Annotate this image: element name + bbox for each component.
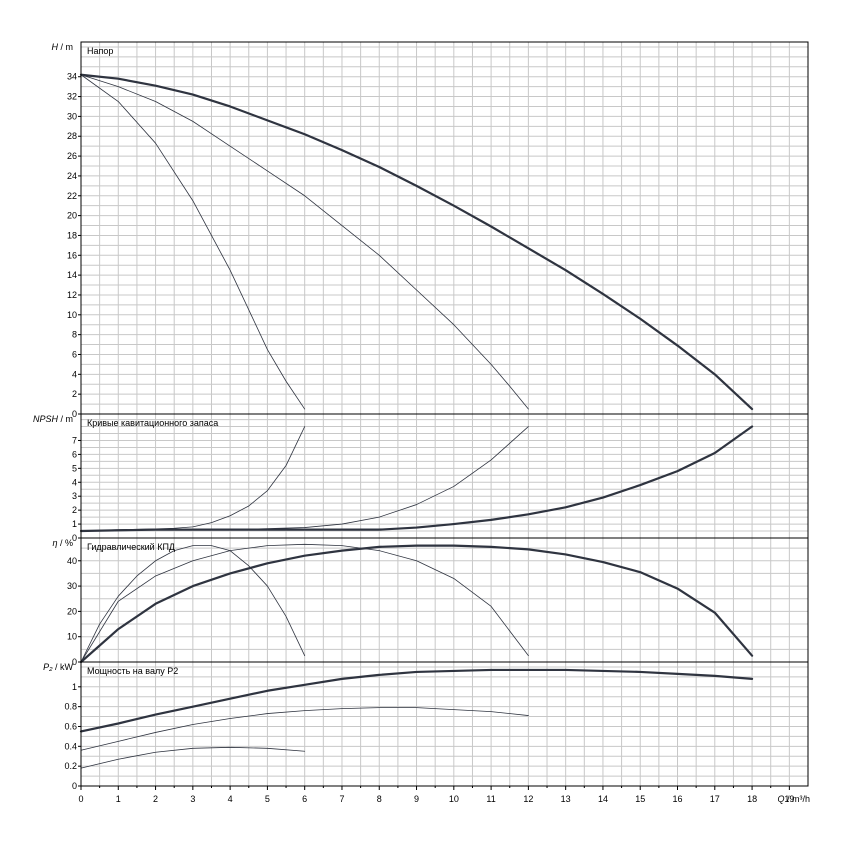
npsh-y-tick-label: 6 (72, 449, 77, 459)
x-tick-label: 12 (523, 794, 533, 804)
head-y-tick-label: 12 (67, 290, 77, 300)
power-y-tick-label: 0 (72, 781, 77, 791)
head-y-tick-label: 28 (67, 131, 77, 141)
x-axis-symbol: Q (777, 794, 784, 804)
npsh-y-axis-label: NPSH / m (33, 414, 73, 424)
x-axis-label: Q / m³/h (777, 794, 810, 804)
x-tick-label: 0 (78, 794, 83, 804)
npsh-y-axis-symbol: NPSH (33, 414, 59, 424)
head-y-tick-label: 4 (72, 369, 77, 379)
x-tick-label: 9 (414, 794, 419, 804)
head-y-axis-symbol: H (52, 42, 59, 52)
x-axis-unit: / m³/h (784, 794, 810, 804)
efficiency-y-tick-label: 10 (67, 632, 77, 642)
head-y-tick-label: 2 (72, 389, 77, 399)
power-y-tick-label: 0.6 (64, 721, 77, 731)
efficiency-y-tick-label: 0 (72, 657, 77, 667)
efficiency-y-tick-label: 30 (67, 581, 77, 591)
head-curve-2 (80, 74, 529, 410)
x-tick-label: 10 (449, 794, 459, 804)
head-y-tick-label: 6 (72, 349, 77, 359)
x-tick-label: 6 (302, 794, 307, 804)
npsh-panel-title: Кривые кавитационного запаса (87, 418, 218, 428)
x-tick-label: 7 (339, 794, 344, 804)
head-y-tick-label: 24 (67, 171, 77, 181)
head-y-tick-label: 34 (67, 72, 77, 82)
head-y-tick-label: 20 (67, 211, 77, 221)
power-y-axis-unit: / kW (53, 662, 74, 672)
x-tick-label: 13 (561, 794, 571, 804)
npsh-y-tick-label: 2 (72, 505, 77, 515)
x-tick-label: 14 (598, 794, 608, 804)
efficiency-panel-title: Гидравлический КПД (87, 542, 175, 552)
x-tick-label: 18 (747, 794, 757, 804)
head-y-tick-label: 32 (67, 92, 77, 102)
efficiency-y-axis-label: η / % (52, 538, 73, 548)
npsh-y-tick-label: 7 (72, 435, 77, 445)
x-tick-label: 15 (635, 794, 645, 804)
x-tick-label: 1 (116, 794, 121, 804)
x-tick-label: 8 (377, 794, 382, 804)
frame-layer (78, 41, 809, 790)
head-y-tick-label: 16 (67, 250, 77, 260)
plot-frame (80, 41, 809, 787)
head-panel-title: Напор (87, 46, 113, 56)
power-y-tick-label: 0.8 (64, 702, 77, 712)
power-y-tick-label: 1 (72, 682, 77, 692)
x-tick-label: 5 (265, 794, 270, 804)
power-curve-2 (80, 707, 529, 751)
head-y-tick-label: 18 (67, 230, 77, 240)
efficiency-y-axis-unit: / % (57, 538, 73, 548)
head-y-tick-label: 8 (72, 330, 77, 340)
x-tick-label: 19 (784, 794, 794, 804)
x-tick-label: 16 (673, 794, 683, 804)
power-curve-1 (80, 746, 306, 769)
power-y-axis-symbol: P₂ (43, 662, 53, 672)
efficiency-curve-2 (80, 543, 529, 663)
efficiency-curve-1 (80, 545, 306, 663)
head-y-tick-label: 22 (67, 191, 77, 201)
head-y-tick-label: 0 (72, 409, 77, 419)
head-y-axis-label: H / m (52, 42, 74, 52)
head-y-tick-label: 26 (67, 151, 77, 161)
x-tick-label: 4 (228, 794, 233, 804)
power-panel-title: Мощность на валу P2 (87, 666, 178, 676)
power-y-tick-label: 0.2 (64, 761, 77, 771)
x-tick-label: 2 (153, 794, 158, 804)
x-tick-label: 17 (710, 794, 720, 804)
head-y-axis-unit: / m (58, 42, 73, 52)
head-y-tick-label: 30 (67, 111, 77, 121)
efficiency-y-tick-label: 40 (67, 556, 77, 566)
x-tick-label: 3 (190, 794, 195, 804)
head-y-tick-label: 10 (67, 310, 77, 320)
efficiency-curve-3 (79, 544, 754, 664)
npsh-curve-3 (79, 425, 754, 533)
npsh-y-tick-label: 1 (72, 519, 77, 529)
head-curve-1 (80, 74, 306, 410)
head-y-tick-label: 14 (67, 270, 77, 280)
power-y-tick-label: 0.4 (64, 741, 77, 751)
x-tick-label: 11 (486, 794, 495, 804)
efficiency-y-axis-symbol: η (52, 538, 57, 548)
curve-layer (79, 73, 754, 769)
npsh-y-tick-label: 0 (72, 533, 77, 543)
npsh-y-tick-label: 4 (72, 477, 77, 487)
power-y-axis-label: P₂ / kW (43, 662, 73, 672)
npsh-y-axis-unit: / m (58, 414, 73, 424)
npsh-y-tick-label: 5 (72, 463, 77, 473)
power-curve-3 (79, 668, 754, 733)
efficiency-y-tick-label: 20 (67, 606, 77, 616)
npsh-y-tick-label: 3 (72, 491, 77, 501)
head-curve-3 (79, 73, 754, 411)
